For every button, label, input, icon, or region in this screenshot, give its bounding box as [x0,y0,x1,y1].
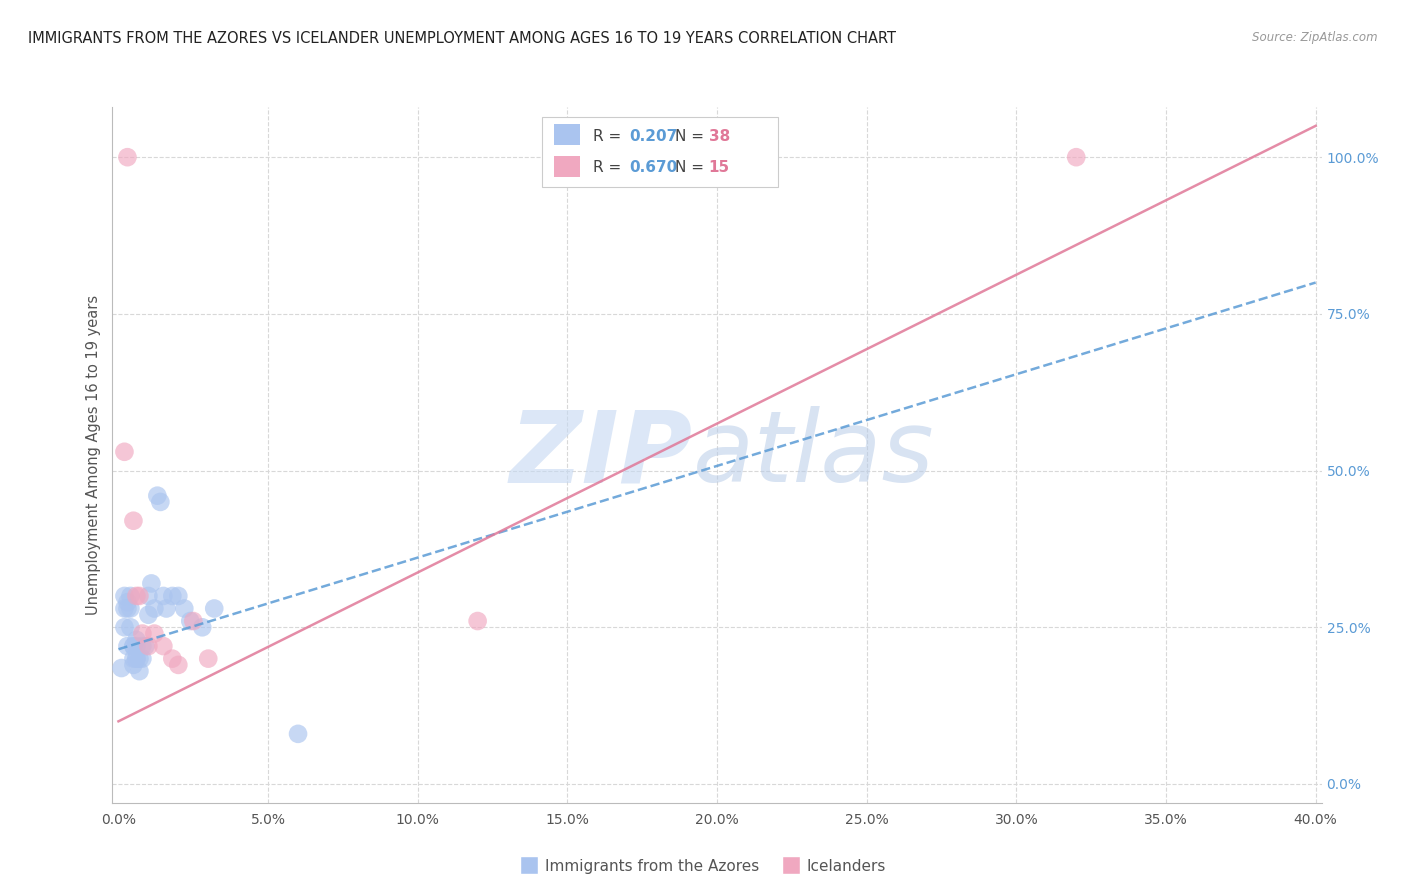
Point [122,657,145,672]
Point [122,514,145,528]
Point [117,150,139,164]
Point [202,601,225,615]
Point [110,661,132,675]
Text: R =: R = [592,129,626,144]
Point [125,651,148,665]
Point [173,601,195,615]
Point [179,614,201,628]
Text: atlas: atlas [693,407,935,503]
Point [138,589,160,603]
Point [167,657,190,672]
Point [181,614,204,628]
Text: R =: R = [592,161,626,175]
Point [134,639,156,653]
Point [125,639,148,653]
Point [122,639,145,653]
Point [128,651,150,665]
Point [128,589,150,603]
Point [122,639,145,653]
Point [131,626,153,640]
Point [114,444,136,458]
Point [152,589,174,603]
Point [143,601,166,615]
Text: 38: 38 [709,129,730,144]
Point [467,614,489,628]
Point [138,639,160,653]
Point [114,589,136,603]
Text: IMMIGRANTS FROM THE AZORES VS ICELANDER UNEMPLOYMENT AMONG AGES 16 TO 19 YEARS C: IMMIGRANTS FROM THE AZORES VS ICELANDER … [28,31,896,46]
Point [155,601,177,615]
Text: 0.670: 0.670 [628,161,678,175]
Point [287,727,309,741]
Text: ZIP: ZIP [510,407,693,503]
Point [114,620,136,634]
Point [131,639,153,653]
Bar [554,156,581,177]
Point [128,664,150,678]
Point [197,651,219,665]
Point [122,651,145,665]
Text: N =: N = [675,129,709,144]
Text: 0.207: 0.207 [628,129,678,144]
Point [162,589,184,603]
Point [138,607,160,622]
Point [131,651,153,665]
Point [117,639,139,653]
Text: 15: 15 [709,161,730,175]
Point [191,620,214,634]
Legend: Immigrants from the Azores, Icelanders: Immigrants from the Azores, Icelanders [515,853,891,880]
Point [152,639,174,653]
Point [143,626,166,640]
Point [1064,150,1087,164]
Point [146,489,169,503]
Point [125,589,148,603]
Point [125,651,148,665]
Point [149,495,172,509]
Point [117,595,139,609]
FancyBboxPatch shape [541,118,778,187]
Point [120,601,142,615]
Point [141,576,163,591]
Point [117,601,139,615]
Point [125,632,148,647]
Point [120,589,142,603]
Point [114,601,136,615]
Point [162,651,184,665]
Text: N =: N = [675,161,709,175]
Point [167,589,190,603]
Point [120,620,142,634]
Text: Source: ZipAtlas.com: Source: ZipAtlas.com [1253,31,1378,45]
Y-axis label: Unemployment Among Ages 16 to 19 years: Unemployment Among Ages 16 to 19 years [86,295,101,615]
Bar [554,124,581,145]
